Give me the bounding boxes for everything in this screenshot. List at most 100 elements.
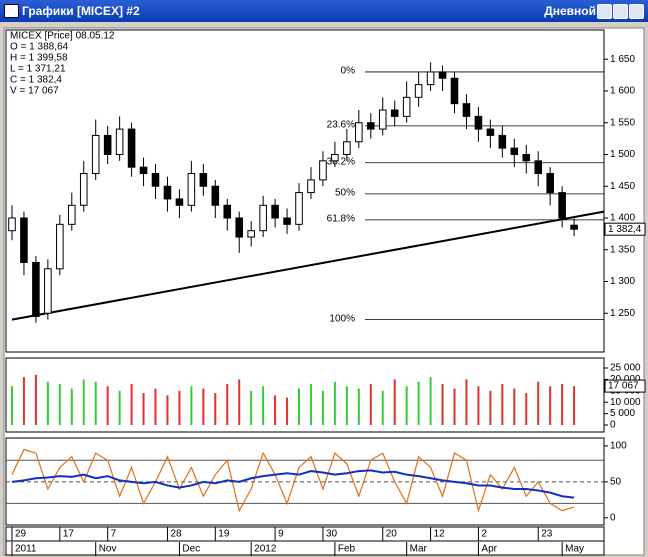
x-tick-label: Apr xyxy=(481,544,497,555)
candle-body xyxy=(283,217,291,225)
volume-bar xyxy=(226,383,229,426)
y-tick-label: 1 450 xyxy=(610,181,635,192)
volume-bar xyxy=(405,386,408,426)
candle-body xyxy=(570,224,578,230)
y-tick-label: 100 xyxy=(610,441,627,452)
volume-bar xyxy=(178,390,181,426)
x-tick-label: 2011 xyxy=(15,544,37,555)
y-tick-label: 1 650 xyxy=(610,54,635,65)
candle-body xyxy=(390,109,399,117)
x-tick-label: 19 xyxy=(218,529,230,540)
candle-body xyxy=(366,122,375,130)
maximize-button[interactable] xyxy=(613,4,628,19)
candle-body xyxy=(67,204,76,225)
fib-label: 38.2% xyxy=(327,156,355,167)
candle-body xyxy=(8,217,16,232)
volume-bar xyxy=(321,390,324,426)
volume-bar xyxy=(477,386,480,426)
x-tick-label: Feb xyxy=(338,544,356,555)
candle-body xyxy=(295,192,303,225)
y-tick-label: 1 400 xyxy=(610,213,635,224)
volume-bar xyxy=(262,386,265,426)
info-line: H = 1 399,58 xyxy=(10,53,68,64)
volume-bar xyxy=(561,383,564,426)
x-tick-label: 23 xyxy=(541,529,553,540)
x-tick-label: 7 xyxy=(111,529,117,540)
candle-body xyxy=(32,261,40,317)
candle-body xyxy=(175,198,184,206)
fib-label: 0% xyxy=(341,66,356,77)
timeframe[interactable]: Дневной xyxy=(544,4,596,18)
volume-bar xyxy=(142,393,145,426)
volume-bar xyxy=(501,383,504,426)
candle-body xyxy=(450,77,459,105)
candle-body xyxy=(259,204,267,232)
volume-bar xyxy=(513,388,516,426)
candle-body xyxy=(546,173,554,194)
candle-body xyxy=(223,204,232,219)
minimize-button[interactable] xyxy=(597,4,612,19)
candle-body xyxy=(474,115,483,130)
volume-bar xyxy=(106,386,109,426)
candle-body xyxy=(115,128,124,155)
info-line: V = 17 067 xyxy=(10,86,59,97)
info-line: L = 1 371,21 xyxy=(10,64,66,75)
volume-panel xyxy=(5,357,605,433)
x-tick-label: 29 xyxy=(15,529,27,540)
candle-body xyxy=(235,217,244,238)
candle-body xyxy=(355,122,363,143)
volume-bar xyxy=(118,390,121,426)
volume-bar xyxy=(357,388,360,426)
volume-bar xyxy=(10,386,13,426)
volume-bar xyxy=(166,395,169,426)
candle-body xyxy=(558,192,566,219)
volume-bar xyxy=(441,383,444,426)
candle-body xyxy=(462,103,471,117)
last-value-label: 1 382,4 xyxy=(608,224,642,235)
volume-bar xyxy=(309,383,312,426)
candle-body xyxy=(402,96,411,117)
volume-bar xyxy=(190,386,193,426)
volume-bar xyxy=(465,379,468,426)
x-tick-label: May xyxy=(565,544,584,555)
candle-body xyxy=(486,128,495,136)
candle-body xyxy=(163,185,172,200)
volume-bar xyxy=(453,388,456,426)
volume-bar xyxy=(525,393,528,426)
oscillator-line xyxy=(11,448,575,513)
window-icon xyxy=(4,4,19,18)
x-tick-label: Dec xyxy=(182,544,200,555)
title-bar: Графики [MICEX] #2 Дневной xyxy=(0,0,648,22)
candle-body xyxy=(426,71,435,86)
volume-bar xyxy=(238,379,241,426)
volume-bar xyxy=(298,388,301,426)
candle-body xyxy=(20,217,28,263)
candle-body xyxy=(271,204,279,219)
y-tick-label: 50 xyxy=(610,477,622,488)
close-button[interactable] xyxy=(629,4,644,19)
candle-body xyxy=(510,147,519,155)
candle-body xyxy=(151,173,160,187)
x-tick-label: Mar xyxy=(410,544,428,555)
x-tick-label: 20 xyxy=(386,529,398,540)
candle-body xyxy=(44,268,52,314)
info-line: C = 1 382,4 xyxy=(10,75,62,86)
y-tick-label: 0 xyxy=(610,420,616,431)
volume-bar xyxy=(549,386,552,426)
volume-bar xyxy=(94,381,97,426)
last-value-label: 17 067 xyxy=(608,381,639,392)
candle-body xyxy=(522,153,531,162)
candle-body xyxy=(319,160,327,181)
volume-bar xyxy=(429,377,432,426)
candle-body xyxy=(187,173,196,206)
volume-bar xyxy=(214,393,217,426)
volume-bar xyxy=(393,379,396,426)
volume-bar xyxy=(286,397,289,426)
candle-body xyxy=(199,173,208,187)
volume-bar xyxy=(333,381,336,426)
candle-body xyxy=(378,109,387,130)
y-tick-label: 1 300 xyxy=(610,276,635,287)
y-tick-label: 1 250 xyxy=(610,308,635,319)
fib-label: 23.6% xyxy=(327,120,355,131)
